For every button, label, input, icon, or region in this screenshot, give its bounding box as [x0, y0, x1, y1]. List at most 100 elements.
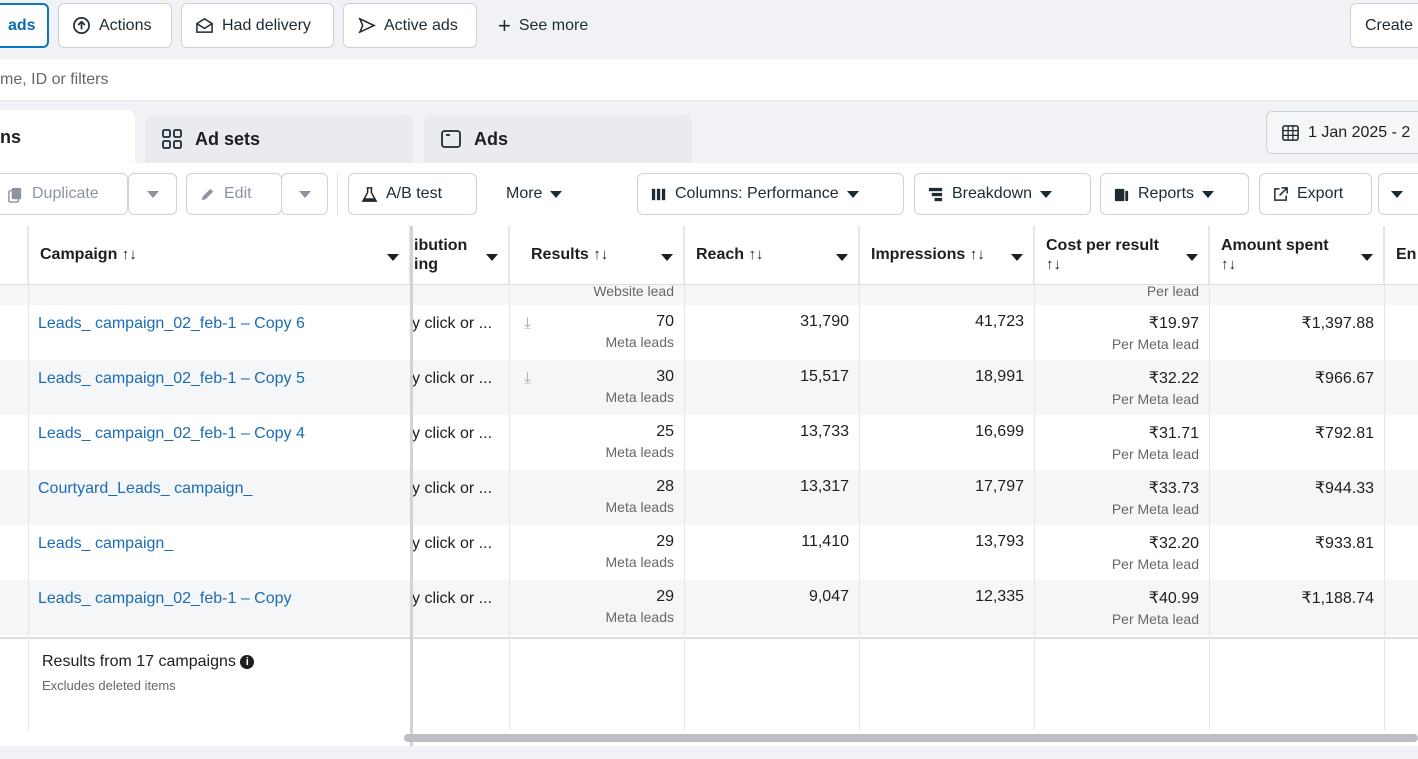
ends-header-label: En — [1396, 246, 1417, 263]
column-header-campaign[interactable]: Campaign ↑↓ — [28, 226, 410, 285]
cost-value: ₹33.73 — [1148, 480, 1199, 497]
edit-button[interactable]: Edit — [186, 173, 282, 215]
campaign-header-label: Campaign — [40, 246, 118, 263]
chevron-down-icon — [1202, 190, 1215, 198]
flask-icon — [361, 186, 378, 202]
edit-label: Edit — [224, 185, 252, 202]
download-icon[interactable]: ⤓ — [524, 370, 532, 387]
chevron-down-icon — [1361, 254, 1373, 261]
results-sub-label: Meta leads — [605, 444, 674, 460]
table-row[interactable]: Leads_ campaign_ y click or ... 29 Meta l… — [0, 525, 1418, 580]
sort-icon: ↑↓ — [969, 246, 985, 263]
impressions-cell: 41,723 — [975, 313, 1024, 330]
duplicate-dropdown-button[interactable] — [128, 173, 177, 215]
cost-sub-label: Per Meta lead — [1111, 336, 1199, 352]
attribution-cell: y click or ... — [412, 480, 493, 497]
campaign-name-link[interactable]: Leads_ campaign_02_feb-1 – Copy — [38, 590, 292, 607]
campaign-name-link[interactable]: Courtyard_Leads_ campaign_ — [38, 480, 253, 497]
create-label: Create — [1365, 16, 1414, 34]
active-ads-filter-button[interactable]: Active ads — [343, 3, 477, 48]
duplicate-button[interactable]: Duplicate — [0, 173, 128, 215]
cost-header-label: Cost per result — [1046, 237, 1159, 254]
spent-cell: ₹944.33 — [1314, 480, 1374, 497]
results-summary-label: Results from 17 campaigns — [42, 653, 236, 670]
cost-sub-label: Per Meta lead — [1111, 501, 1199, 517]
download-icon[interactable]: ⤓ — [524, 315, 532, 332]
create-button[interactable]: Create — [1350, 3, 1418, 48]
search-input[interactable] — [0, 67, 400, 93]
reports-button[interactable]: Reports — [1100, 173, 1249, 215]
campaign-name-link[interactable]: Leads_ campaign_02_feb-1 – Copy 4 — [38, 425, 305, 442]
campaign-name-link[interactable]: Leads_ campaign_02_feb-1 – Copy 5 — [38, 370, 305, 387]
reach-cell: 31,790 — [800, 313, 849, 330]
ads-chip-label: ads — [8, 16, 36, 34]
chevron-down-icon — [486, 254, 498, 261]
actions-label: Actions — [99, 16, 152, 34]
tab-campaigns[interactable]: ns — [0, 110, 135, 165]
reach-cell: 9,047 — [808, 588, 849, 605]
cost-cell: Per lead — [1034, 283, 1209, 340]
actions-filter-button[interactable]: Actions — [58, 3, 172, 48]
tab-ad-sets[interactable]: Ad sets — [145, 115, 413, 163]
column-header-results[interactable]: Results ↑↓ — [509, 226, 684, 285]
more-button[interactable]: More — [494, 173, 586, 215]
table-row[interactable]: Courtyard_Leads_ campaign_ y click or ..… — [0, 470, 1418, 525]
ab-test-button[interactable]: A/B test — [348, 173, 477, 215]
grid-icon — [162, 129, 182, 149]
export-dropdown-button[interactable] — [1378, 173, 1418, 215]
column-header-cost-per-result[interactable]: Cost per result ↑↓ — [1034, 226, 1209, 285]
column-divider — [1209, 226, 1210, 730]
edit-dropdown-button[interactable] — [281, 173, 328, 215]
table-row[interactable]: Leads_ campaign_02_feb-1 – Copy 4 y clic… — [0, 415, 1418, 470]
ad-window-icon — [441, 130, 461, 148]
breakdown-button[interactable]: Breakdown — [914, 173, 1091, 215]
results-value: 29 — [656, 588, 674, 605]
chevron-down-icon — [146, 190, 159, 198]
results-sub-label: Meta leads — [605, 334, 674, 350]
column-header-reach[interactable]: Reach ↑↓ — [684, 226, 859, 285]
tab-ads[interactable]: Ads — [424, 115, 692, 163]
breakdown-label: Breakdown — [952, 185, 1033, 202]
spent-cell: ₹966.67 — [1314, 370, 1374, 387]
date-range-label: 1 Jan 2025 - 2 — [1308, 123, 1411, 141]
table-row[interactable]: Leads_ campaign_02_feb-1 – Copy 6 y clic… — [0, 305, 1418, 360]
results-sub-label: Meta leads — [605, 554, 674, 570]
campaigns-table: Campaign ↑↓ ibution ing Results ↑↓ Reach … — [0, 226, 1418, 746]
reach-cell: 15,517 — [800, 368, 849, 385]
results-cell: 29 Meta leads — [509, 525, 684, 580]
column-header-attribution[interactable]: ibution ing — [410, 226, 509, 285]
columns-button[interactable]: Columns: Performance — [637, 173, 904, 215]
tab-campaigns-label: ns — [0, 127, 22, 147]
column-header-ends[interactable]: En — [1384, 226, 1418, 285]
info-icon[interactable]: i — [240, 655, 255, 669]
results-cell: 29 Meta leads — [509, 580, 684, 635]
column-divider — [859, 226, 860, 730]
chevron-down-icon — [846, 190, 859, 198]
search-row — [0, 59, 1418, 101]
see-more-button[interactable]: + See more — [490, 8, 596, 44]
had-delivery-filter-button[interactable]: Had delivery — [181, 3, 334, 48]
attribution-cell: y click or ... — [412, 425, 493, 442]
export-button[interactable]: Export — [1259, 173, 1372, 215]
impressions-cell: 18,991 — [975, 368, 1024, 385]
sort-icon: ↑↓ — [1221, 256, 1236, 273]
plus-icon: + — [498, 13, 511, 38]
chevron-down-icon — [550, 190, 563, 198]
date-range-picker[interactable]: 1 Jan 2025 - 2 — [1266, 111, 1418, 154]
reach-cell: 11,410 — [801, 533, 849, 550]
spent-cell: ₹1,188.74 — [1301, 590, 1374, 607]
envelope-open-icon — [196, 17, 213, 33]
select-column-header — [0, 226, 28, 285]
column-header-impressions[interactable]: Impressions ↑↓ — [859, 226, 1034, 285]
ads-filter-chip[interactable]: ads — [0, 3, 49, 48]
filter-bar: ads Actions Had delivery Active ads + Se… — [0, 0, 1418, 56]
campaign-name-link[interactable]: Leads_ campaign_02_feb-1 – Copy 6 — [38, 315, 305, 332]
horizontal-scrollbar[interactable] — [404, 734, 1418, 742]
column-header-amount-spent[interactable]: Amount spent ↑↓ — [1209, 226, 1384, 285]
campaign-name-link[interactable]: Leads_ campaign_ — [38, 535, 174, 552]
cost-sub-label: Per Meta lead — [1111, 446, 1199, 462]
attribution-cell: y click or ... — [412, 590, 493, 607]
table-row[interactable]: Leads_ campaign_02_feb-1 – Copy y click … — [0, 580, 1418, 635]
cost-cell: ₹32.22 Per Meta lead — [1034, 360, 1209, 415]
table-row[interactable]: Leads_ campaign_02_feb-1 – Copy 5 y clic… — [0, 360, 1418, 415]
